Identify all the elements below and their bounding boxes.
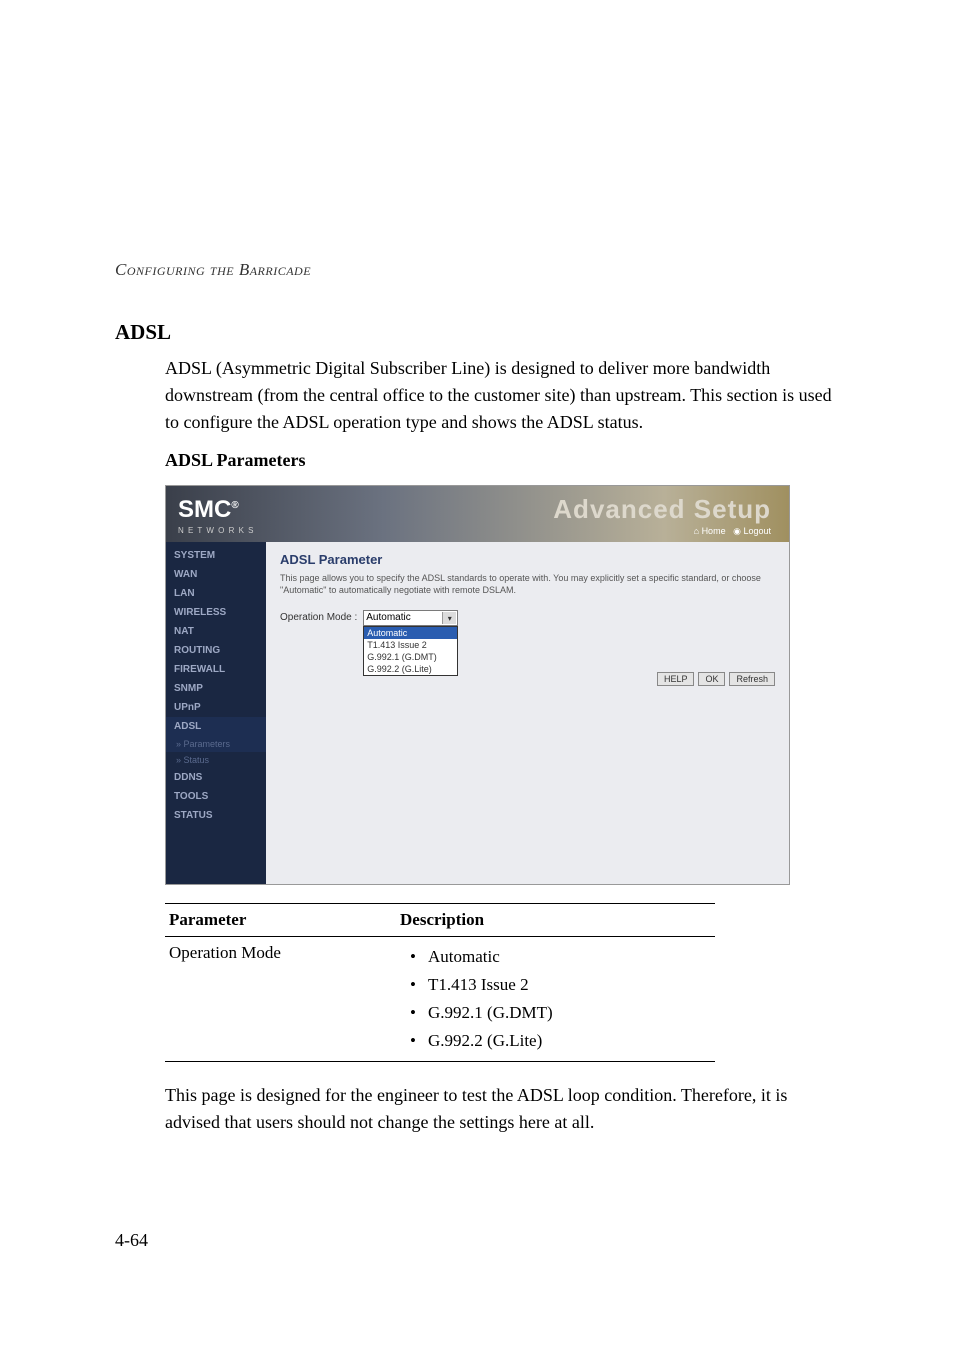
dropdown-option[interactable]: G.992.1 (G.DMT) <box>364 651 457 663</box>
option-item: G.992.1 (G.DMT) <box>400 999 711 1027</box>
option-item: T1.413 Issue 2 <box>400 971 711 999</box>
header-mode-title: Advanced Setup <box>553 494 771 525</box>
brand-logo-sup: ® <box>231 500 238 511</box>
screenshot-main: ADSL Parameter This page allows you to s… <box>266 542 789 884</box>
sidebar-item-nat[interactable]: NAT <box>166 622 266 641</box>
operation-mode-row: Operation Mode : Automatic ▾ Automatic T… <box>280 610 775 626</box>
router-screenshot: SMC® N E T W O R K S Advanced Setup ⌂ Ho… <box>165 485 790 885</box>
table-header-parameter: Parameter <box>165 904 396 937</box>
sidebar-item-firewall[interactable]: FIREWALL <box>166 660 266 679</box>
running-header: Configuring the Barricade <box>115 260 839 280</box>
dropdown-option[interactable]: Automatic <box>364 627 457 639</box>
panel-help-text: This page allows you to specify the ADSL… <box>280 573 775 596</box>
sidebar-item-system[interactable]: SYSTEM <box>166 546 266 565</box>
sidebar-item-wireless[interactable]: WIRELESS <box>166 603 266 622</box>
intro-paragraph: ADSL (Asymmetric Digital Subscriber Line… <box>165 355 839 436</box>
select-dropdown: Automatic T1.413 Issue 2 G.992.1 (G.DMT)… <box>363 626 458 676</box>
sidebar-item-adsl[interactable]: ADSL <box>166 717 266 736</box>
logout-icon: ◉ <box>733 526 741 536</box>
sidebar-item-tools[interactable]: TOOLS <box>166 787 266 806</box>
refresh-button[interactable]: Refresh <box>729 672 775 686</box>
select-value: Automatic <box>366 612 410 623</box>
parameter-table: Parameter Description Operation Mode Aut… <box>165 903 715 1062</box>
panel-title: ADSL Parameter <box>280 552 775 567</box>
sidebar-item-ddns[interactable]: DDNS <box>166 768 266 787</box>
operation-mode-select[interactable]: Automatic ▾ Automatic T1.413 Issue 2 G.9… <box>363 610 458 626</box>
section-title: ADSL <box>115 320 839 345</box>
table-row: Operation Mode Automatic T1.413 Issue 2 … <box>165 937 715 1062</box>
select-box[interactable]: Automatic ▾ <box>363 610 458 626</box>
sidebar-item-upnp[interactable]: UPnP <box>166 698 266 717</box>
table-header-description: Description <box>396 904 715 937</box>
sidebar-item-snmp[interactable]: SNMP <box>166 679 266 698</box>
subsection-heading: ADSL Parameters <box>165 450 839 471</box>
help-button[interactable]: HELP <box>657 672 695 686</box>
brand-logo-sub: N E T W O R K S <box>178 526 255 535</box>
param-desc-cell: Automatic T1.413 Issue 2 G.992.1 (G.DMT)… <box>396 937 715 1062</box>
sidebar-item-wan[interactable]: WAN <box>166 565 266 584</box>
button-row: HELP OK Refresh <box>657 672 775 686</box>
header-links: ⌂ Home ◉ Logout <box>694 526 771 537</box>
sidebar-sub-parameters[interactable]: » Parameters <box>166 736 266 752</box>
ok-button[interactable]: OK <box>698 672 725 686</box>
dropdown-option[interactable]: G.992.2 (G.Lite) <box>364 663 457 675</box>
sidebar-sub-status[interactable]: » Status <box>166 752 266 768</box>
operation-mode-label: Operation Mode : <box>280 610 357 623</box>
param-name-cell: Operation Mode <box>165 937 396 1062</box>
page-number: 4-64 <box>115 1230 148 1251</box>
chevron-down-icon[interactable]: ▾ <box>442 612 456 624</box>
brand-logo: SMC® <box>178 496 239 524</box>
home-icon: ⌂ <box>694 526 699 536</box>
footer-paragraph: This page is designed for the engineer t… <box>165 1082 839 1136</box>
screenshot-body: SYSTEM WAN LAN WIRELESS NAT ROUTING FIRE… <box>166 542 789 884</box>
dropdown-option[interactable]: T1.413 Issue 2 <box>364 639 457 651</box>
option-item: Automatic <box>400 943 711 971</box>
screenshot-sidebar: SYSTEM WAN LAN WIRELESS NAT ROUTING FIRE… <box>166 542 266 884</box>
logout-link[interactable]: Logout <box>743 526 771 536</box>
sidebar-item-lan[interactable]: LAN <box>166 584 266 603</box>
home-link[interactable]: Home <box>702 526 726 536</box>
sidebar-item-routing[interactable]: ROUTING <box>166 641 266 660</box>
brand-logo-text: SMC <box>178 496 231 523</box>
option-item: G.992.2 (G.Lite) <box>400 1027 711 1055</box>
sidebar-item-status[interactable]: STATUS <box>166 806 266 825</box>
screenshot-header: SMC® N E T W O R K S Advanced Setup ⌂ Ho… <box>166 486 789 542</box>
